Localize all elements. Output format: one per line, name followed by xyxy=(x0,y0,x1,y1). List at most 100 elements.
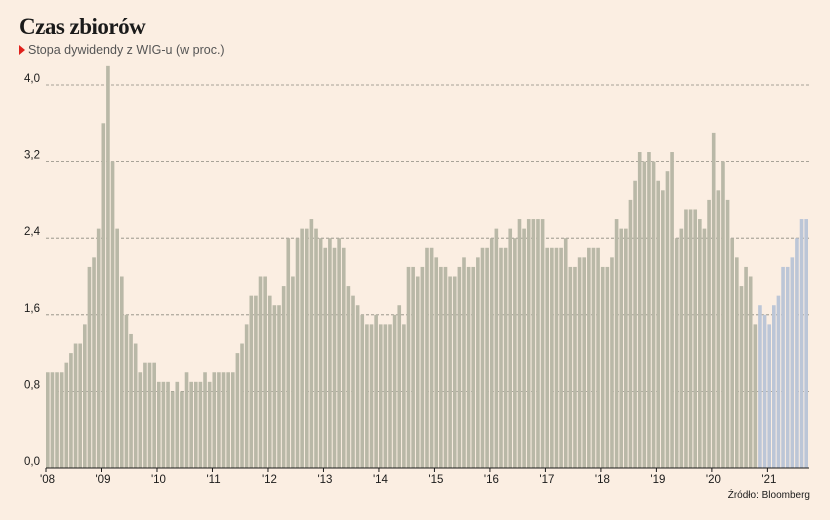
bar xyxy=(96,228,101,469)
x-tick-label: '11 xyxy=(206,474,220,486)
bar xyxy=(87,266,92,468)
bar xyxy=(420,266,425,468)
x-tick-label: '12 xyxy=(262,474,277,486)
bar xyxy=(281,286,286,468)
bar xyxy=(582,257,587,468)
bar xyxy=(619,228,624,469)
x-tick-label: '15 xyxy=(428,474,443,486)
bar xyxy=(64,362,69,468)
bar xyxy=(753,324,758,469)
bar xyxy=(748,276,753,468)
bar xyxy=(550,247,554,468)
bar xyxy=(193,381,198,468)
bar xyxy=(82,324,87,469)
bar xyxy=(577,257,582,468)
bar xyxy=(263,276,267,468)
bar xyxy=(406,266,411,468)
bar xyxy=(55,372,59,468)
bar xyxy=(656,180,661,468)
bar xyxy=(402,324,406,469)
bar xyxy=(180,391,184,468)
bar xyxy=(138,372,143,468)
x-tick-label: '20 xyxy=(706,474,721,486)
bar xyxy=(526,219,531,468)
bar xyxy=(249,295,254,468)
bar xyxy=(614,219,619,468)
bar xyxy=(286,238,291,468)
bar xyxy=(679,228,684,469)
bar xyxy=(411,266,415,468)
bar xyxy=(587,247,591,468)
x-tick-label: '16 xyxy=(484,474,499,486)
bar xyxy=(161,381,166,468)
bar xyxy=(517,219,522,468)
bar xyxy=(466,266,471,468)
y-tick-label: 3,2 xyxy=(24,150,40,162)
source-note: Źródło: Bloomberg xyxy=(727,490,810,501)
y-tick-label: 0,8 xyxy=(24,379,40,391)
bar xyxy=(351,295,355,468)
bar xyxy=(476,257,480,468)
bar xyxy=(341,247,346,468)
x-tick-label: '21 xyxy=(761,474,776,486)
bar xyxy=(291,276,295,468)
chart-title: Czas zbiorów xyxy=(19,14,146,39)
bar xyxy=(147,362,152,468)
x-tick-labels: '08 '09 '10 '11 '12 '13 '14 '15 '16 '17 '18 '19 '20 '… xyxy=(40,474,776,486)
bar xyxy=(189,381,193,468)
bar xyxy=(304,228,309,469)
bar xyxy=(46,372,50,468)
bar xyxy=(143,362,147,468)
bar xyxy=(688,209,693,468)
bar-2021 xyxy=(785,266,790,468)
bar xyxy=(661,190,665,468)
bar xyxy=(674,238,679,468)
bar xyxy=(152,362,156,468)
bar xyxy=(328,238,332,468)
bar xyxy=(540,219,545,468)
bar xyxy=(637,152,642,468)
bar xyxy=(309,219,314,468)
bar-2021 xyxy=(795,238,799,468)
x-tick-label: '08 xyxy=(40,474,55,486)
bar xyxy=(92,257,96,468)
bar xyxy=(721,161,725,468)
bar xyxy=(106,65,110,468)
bar xyxy=(739,286,744,468)
x-tick-label: '09 xyxy=(95,474,110,486)
bar xyxy=(346,286,351,468)
bar xyxy=(175,381,180,468)
bar xyxy=(277,305,281,468)
y-tick-labels: 0,0 0,8 1,6 2,4 3,2 4,0 xyxy=(24,73,41,468)
bar xyxy=(522,228,526,469)
x-tick-label: '10 xyxy=(151,474,166,486)
bar xyxy=(596,247,600,468)
bar xyxy=(378,324,383,469)
bar xyxy=(499,247,503,468)
bar xyxy=(624,228,628,469)
bar xyxy=(559,247,563,468)
bar xyxy=(471,266,476,468)
bar xyxy=(568,266,573,468)
bar xyxy=(300,228,304,469)
bar xyxy=(133,343,138,468)
bar xyxy=(166,381,170,468)
chart-subtitle-row: Stopa dywidendy z WIG-u (w proc.) xyxy=(19,43,225,57)
bar xyxy=(573,266,577,468)
x-tick-label: '17 xyxy=(539,474,554,486)
bar xyxy=(198,381,203,468)
red-triangle-icon xyxy=(19,45,25,55)
bar xyxy=(457,266,462,468)
bar xyxy=(115,228,119,469)
bar xyxy=(73,343,78,468)
y-tick-label: 0,0 xyxy=(24,456,40,468)
bar-2021 xyxy=(781,266,785,468)
bar xyxy=(244,324,249,469)
bar xyxy=(545,247,550,468)
bar-2021 xyxy=(799,219,804,468)
bar xyxy=(50,372,55,468)
bar xyxy=(184,372,189,468)
bar xyxy=(124,314,129,468)
bar xyxy=(744,266,748,468)
bar xyxy=(365,324,369,469)
